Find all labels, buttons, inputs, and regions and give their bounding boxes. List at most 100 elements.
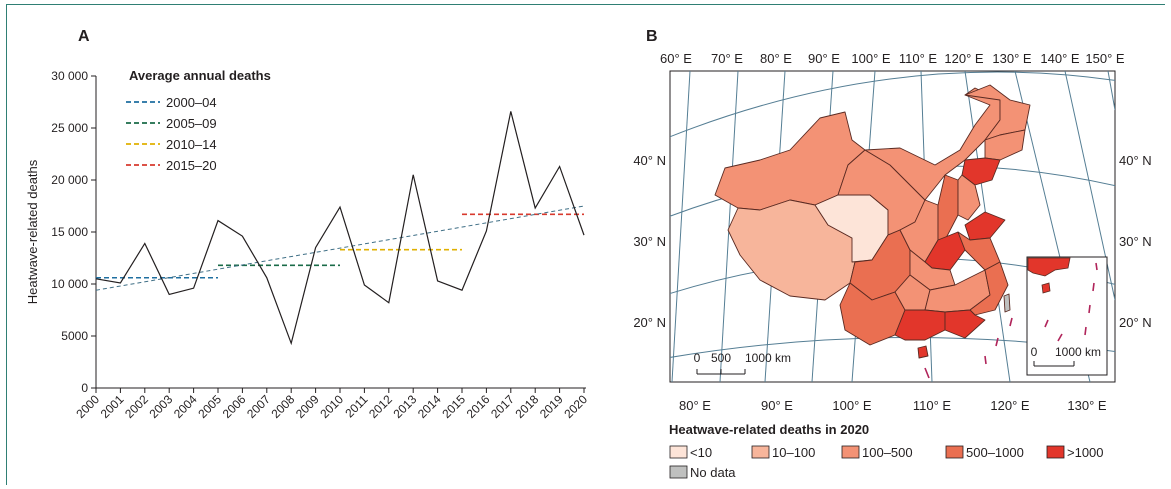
top-longitude-label: 130° E <box>992 51 1032 66</box>
bottom-longitude-label: 80° E <box>679 398 711 413</box>
top-longitude-label: 70° E <box>711 51 743 66</box>
left-latitude-label: 40° N <box>633 153 666 168</box>
x-tick-label: 2003 <box>147 392 176 421</box>
inset-scale-label-1000: 1000 km <box>1055 345 1101 359</box>
y-tick-label: 5000 <box>61 329 88 343</box>
panel-b-label: B <box>646 28 658 45</box>
right-latitude-label: 20° N <box>1119 315 1152 330</box>
figure-frame <box>6 4 1165 485</box>
x-tick-label: 2006 <box>220 392 249 421</box>
y-tick-label: 10 000 <box>51 277 88 291</box>
y-ticks: 0 5000 10 000 15 000 20 000 25 000 30 000 <box>51 69 96 395</box>
series-line <box>95 111 585 346</box>
average-lines <box>96 213 584 279</box>
x-tick-label: 2010 <box>317 392 346 421</box>
y-axis-label: Heatwave-related deaths <box>25 159 40 304</box>
x-tick-label: 2011 <box>342 392 370 420</box>
region-shandong <box>964 211 1006 241</box>
legend-label: No data <box>690 465 736 480</box>
legend-swatch <box>1046 445 1065 459</box>
y-tick-label: 30 000 <box>51 69 88 83</box>
scale-label-1000: 1000 km <box>745 351 791 365</box>
legend-label: >1000 <box>1067 445 1104 460</box>
y-tick-label: 0 <box>81 381 88 395</box>
y-tick-label: 15 000 <box>51 225 88 239</box>
x-tick-label: 2014 <box>415 392 444 421</box>
sea-boundary-dashes <box>924 317 1013 379</box>
trend-line <box>95 205 585 291</box>
legend-label: 2005–09 <box>166 116 217 131</box>
x-tick-label: 2007 <box>244 392 273 421</box>
top-longitude-label: 110° E <box>899 51 938 66</box>
top-longitude-label: 140° E <box>1040 51 1080 66</box>
bottom-longitude-label: 120° E <box>990 398 1030 413</box>
legend-label: 2015–20 <box>166 158 217 173</box>
legend-label: 500–1000 <box>966 445 1024 460</box>
x-tick-label: 2005 <box>195 392 224 421</box>
x-tick-label: 2019 <box>537 392 566 421</box>
legend-label: <10 <box>690 445 712 460</box>
region-hainan <box>917 345 929 359</box>
legend-swatch <box>669 445 688 459</box>
map-legend-title: Heatwave-related deaths in 2020 <box>669 422 869 437</box>
top-longitude-label: 120° E <box>944 51 984 66</box>
top-longitude-label: 90° E <box>808 51 840 66</box>
x-tick-label: 2016 <box>464 392 493 421</box>
legend-title: Average annual deaths <box>129 68 271 83</box>
x-tick-label: 2004 <box>171 392 200 421</box>
legend-swatch <box>945 445 964 459</box>
x-tick-label: 2001 <box>98 392 127 421</box>
scale-label-500: 500 <box>711 351 731 365</box>
x-tick-label: 2017 <box>488 392 517 421</box>
bottom-longitude-label: 90° E <box>761 398 793 413</box>
x-tick-label: 2000 <box>73 392 102 421</box>
bottom-longitude-label: 100° E <box>832 398 872 413</box>
region-zhejiang-fujian <box>969 261 1009 316</box>
legend: Average annual deaths 2000–04 2005–09 2010… <box>126 68 271 173</box>
inset-frame <box>1026 256 1108 376</box>
left-latitude-label: 30° N <box>633 234 666 249</box>
x-tick-label: 2018 <box>513 392 542 421</box>
legend-label: 2000–04 <box>166 95 217 110</box>
right-latitude-label: 40° N <box>1119 153 1152 168</box>
legend-swatch <box>751 445 770 459</box>
legend-label: 2010–14 <box>166 137 217 152</box>
legend-swatch <box>669 465 688 479</box>
region-hebei <box>957 174 981 221</box>
legend-label: 10–100 <box>772 445 815 460</box>
x-tick-label: 2015 <box>439 392 468 421</box>
y-tick-label: 25 000 <box>51 121 88 135</box>
inset-hainan <box>1041 282 1051 294</box>
x-tick-label: 2012 <box>366 392 395 421</box>
left-latitude-label: 20° N <box>633 315 666 330</box>
legend-swatch <box>841 445 860 459</box>
right-latitude-label: 30° N <box>1119 234 1152 249</box>
scale-bar: 0 500 1000 km <box>694 351 791 375</box>
top-longitude-label: 60° E <box>660 51 692 66</box>
top-longitude-label: 100° E <box>851 51 891 66</box>
panel-a-chart: 0 5000 10 000 15 000 20 000 25 000 30 000 2000… <box>25 68 590 421</box>
top-longitude-label: 150° E <box>1085 51 1125 66</box>
bottom-longitude-label: 110° E <box>913 398 952 413</box>
panel-b-map: 0 1000 km 0 500 1000 km 60° E 70° E 80° E 9… <box>633 51 1152 480</box>
map-legend: <10 10–100 100–500 500–1000 >1000 No data <box>669 445 1104 480</box>
y-tick-label: 20 000 <box>51 173 88 187</box>
panel-a-label: A <box>78 28 90 45</box>
region-guangdong <box>944 309 986 339</box>
inset-dashes <box>1044 262 1098 342</box>
x-tick-label: 2008 <box>269 392 298 421</box>
bottom-longitude-label: 130° E <box>1067 398 1107 413</box>
x-ticks: 2000200120022003200420052006200720082009… <box>73 388 590 421</box>
x-tick-label: 2009 <box>293 392 322 421</box>
x-tick-label: 2020 <box>561 392 590 421</box>
top-longitude-labels: 60° E 70° E 80° E 90° E 100° E 110° E 120° E 13… <box>660 51 1125 66</box>
right-latitude-labels: 40° N 30° N 20° N <box>1119 153 1152 330</box>
legend-label: 100–500 <box>862 445 913 460</box>
region-fills <box>714 84 1031 359</box>
x-tick-label: 2002 <box>122 392 151 421</box>
bottom-longitude-labels: 80° E 90° E 100° E 110° E 120° E 130° E <box>679 398 1107 413</box>
inset-scale-label-0: 0 <box>1031 345 1038 359</box>
left-latitude-labels: 40° N 30° N 20° N <box>633 153 666 330</box>
top-longitude-label: 80° E <box>760 51 792 66</box>
